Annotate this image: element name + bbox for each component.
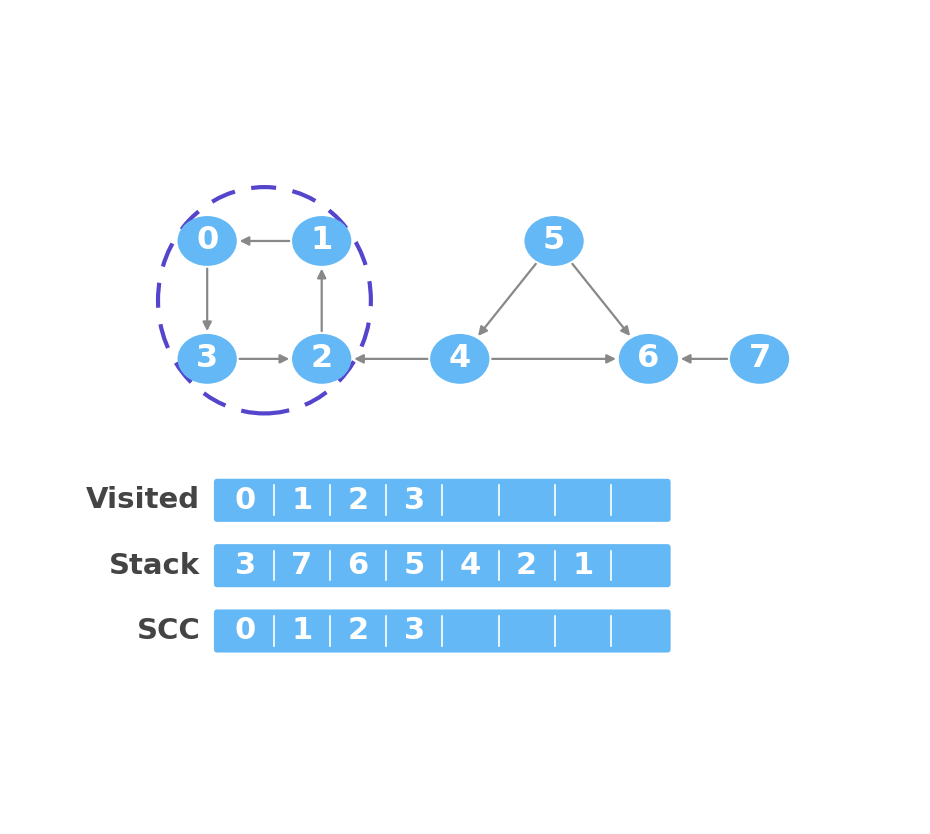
Ellipse shape — [178, 334, 237, 384]
Text: 6: 6 — [637, 344, 659, 374]
Text: SCC: SCC — [137, 617, 201, 645]
Ellipse shape — [292, 216, 352, 266]
Text: 5: 5 — [543, 225, 565, 257]
Text: 2: 2 — [347, 486, 368, 515]
Text: 5: 5 — [404, 551, 425, 580]
Ellipse shape — [730, 334, 790, 384]
Text: 4: 4 — [459, 551, 481, 580]
Text: 6: 6 — [347, 551, 368, 580]
Text: 0: 0 — [196, 225, 219, 257]
Text: 0: 0 — [234, 486, 256, 515]
Text: 1: 1 — [572, 551, 593, 580]
Ellipse shape — [431, 334, 489, 384]
Text: 1: 1 — [291, 486, 312, 515]
FancyBboxPatch shape — [214, 544, 671, 587]
Text: Stack: Stack — [109, 551, 201, 580]
Ellipse shape — [618, 334, 678, 384]
Ellipse shape — [178, 216, 237, 266]
FancyBboxPatch shape — [214, 479, 671, 522]
FancyBboxPatch shape — [214, 610, 671, 652]
Text: 2: 2 — [311, 344, 333, 374]
Ellipse shape — [292, 334, 352, 384]
Text: 3: 3 — [404, 486, 425, 515]
Text: 3: 3 — [196, 344, 219, 374]
Text: Visited: Visited — [86, 486, 201, 515]
Text: 1: 1 — [291, 616, 312, 646]
Ellipse shape — [525, 216, 584, 266]
Text: 3: 3 — [235, 551, 256, 580]
Text: 0: 0 — [234, 616, 256, 646]
Text: 3: 3 — [404, 616, 425, 646]
Text: 7: 7 — [291, 551, 312, 580]
Text: 4: 4 — [448, 344, 471, 374]
Text: 2: 2 — [516, 551, 538, 580]
Text: 7: 7 — [749, 344, 771, 374]
Text: 1: 1 — [311, 225, 333, 257]
Text: 2: 2 — [347, 616, 368, 646]
